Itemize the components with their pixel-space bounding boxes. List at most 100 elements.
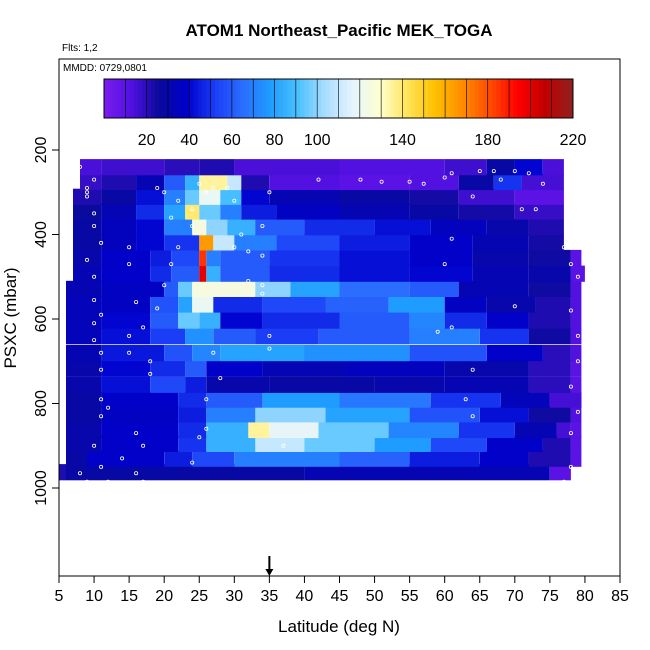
heatmap-cell xyxy=(73,188,101,205)
x-tick-label: 20 xyxy=(155,588,173,605)
heatmap-cell xyxy=(528,328,571,345)
heatmap-cell xyxy=(528,219,564,236)
heatmap-cell xyxy=(339,391,431,408)
heatmap-cell xyxy=(262,391,340,408)
heatmap-cell xyxy=(486,296,536,313)
flights-note: Flts: 1,2 xyxy=(62,43,98,54)
sample-point xyxy=(421,181,426,186)
heatmap-cell xyxy=(101,406,179,423)
colorbar-swatch xyxy=(551,79,557,118)
sample-point xyxy=(85,257,90,262)
heatmap-cell xyxy=(535,296,571,313)
heatmap-cell xyxy=(409,188,459,205)
colorbar-swatch xyxy=(389,79,395,118)
heatmap-cell xyxy=(66,406,102,423)
heatmap-cell xyxy=(542,345,571,362)
colorbar-swatch xyxy=(291,79,297,118)
sample-point xyxy=(99,240,104,245)
colorbar-swatch xyxy=(257,79,263,118)
colorbar-swatch xyxy=(121,79,126,118)
heatmap-cell xyxy=(255,406,326,423)
sample-point xyxy=(211,185,216,190)
heatmap-cell xyxy=(66,328,102,345)
sample-point xyxy=(197,181,202,186)
colorbar-tick-label: 220 xyxy=(560,132,587,149)
sample-point xyxy=(190,223,195,228)
sample-point xyxy=(99,350,104,355)
heatmap-cell xyxy=(570,450,582,467)
sample-point xyxy=(449,171,454,176)
heatmap-cell xyxy=(458,421,515,439)
colorbar-swatch xyxy=(325,79,331,118)
colorbar-swatch xyxy=(108,79,114,118)
sample-point xyxy=(225,185,230,190)
heatmap-cell xyxy=(101,234,137,251)
colorbar-swatch xyxy=(274,79,280,118)
date-note: MMDD: 0729,0801 xyxy=(63,63,147,74)
heatmap-cell xyxy=(66,280,102,297)
sample-point xyxy=(162,190,167,195)
heatmap-cell xyxy=(479,328,529,345)
heatmap-cell xyxy=(570,376,582,393)
heatmap-cell xyxy=(178,406,207,423)
heatmap-cell xyxy=(339,188,410,205)
heatmap-cell xyxy=(339,312,410,329)
sample-point xyxy=(141,325,146,330)
colorbar-swatch xyxy=(432,79,438,118)
sample-point xyxy=(512,169,517,174)
heatmap-cell xyxy=(409,203,459,220)
heatmap-cell xyxy=(185,360,207,377)
heatmap-cell xyxy=(255,280,291,297)
heatmap-cell xyxy=(528,249,571,267)
heatmap-cell xyxy=(570,345,582,362)
sample-point xyxy=(218,376,223,381)
heatmap-cell xyxy=(101,421,179,439)
sample-point xyxy=(134,471,139,476)
colorbar-swatch xyxy=(261,79,267,118)
colorbar-swatch xyxy=(564,79,570,118)
heatmap-cell xyxy=(528,450,571,467)
sample-point xyxy=(106,479,111,484)
colorbar-swatch xyxy=(180,79,186,118)
heatmap-cell xyxy=(234,159,340,176)
heatmap-cell xyxy=(472,265,529,282)
colorbar-swatch xyxy=(474,79,480,118)
colorbar-swatch xyxy=(159,79,165,118)
heatmap-cell xyxy=(514,203,564,220)
sample-point xyxy=(519,207,524,212)
heatmap-cell xyxy=(101,435,179,452)
y-tick-label: 1000 xyxy=(33,470,50,506)
sample-point xyxy=(267,333,272,338)
heatmap-cell xyxy=(542,159,564,176)
heatmap-cell xyxy=(150,265,172,282)
heatmap-cell xyxy=(164,219,193,236)
colorbar-swatch xyxy=(445,79,450,118)
sample-point xyxy=(358,177,363,182)
heatmap-cell xyxy=(318,421,389,439)
heatmap-cell xyxy=(185,203,200,220)
sample-point xyxy=(246,278,251,283)
heatmap-cell xyxy=(486,219,529,236)
heatmap-cell xyxy=(206,391,263,408)
x-tick-label: 45 xyxy=(331,588,349,605)
sample-point xyxy=(141,443,146,448)
heatmap-cell xyxy=(171,265,200,282)
sample-point xyxy=(512,304,517,309)
heatmap-cell xyxy=(570,435,582,452)
heatmap-cell xyxy=(80,159,101,176)
heatmap-cell xyxy=(199,312,221,329)
colorbar-swatch xyxy=(568,79,574,118)
colorbar-tick-label: 20 xyxy=(138,132,156,149)
heatmap-cell xyxy=(409,173,459,191)
heatmap-cell xyxy=(220,188,242,205)
sample-point xyxy=(162,283,167,288)
heatmap-cell xyxy=(570,280,582,297)
sample-point xyxy=(127,333,132,338)
heatmap-cell xyxy=(269,173,340,191)
sample-point xyxy=(442,175,447,180)
heatmap-cell xyxy=(101,203,137,220)
colorbar-swatch xyxy=(462,79,467,118)
heatmap-cell xyxy=(178,435,207,452)
colorbar-swatch xyxy=(496,79,502,118)
heatmap-cell xyxy=(192,280,256,297)
